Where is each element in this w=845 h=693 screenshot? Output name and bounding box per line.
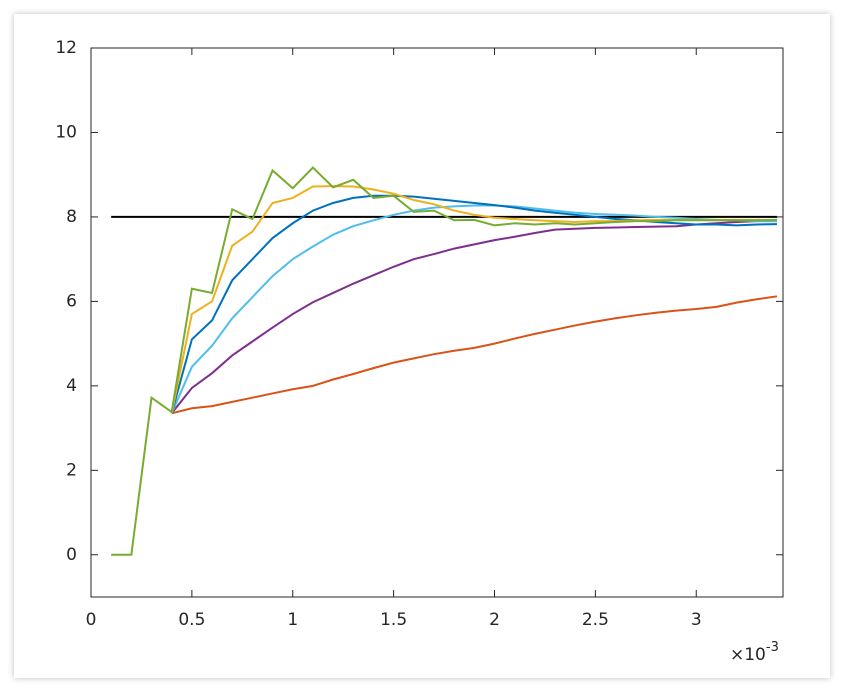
series-line [170,204,777,414]
axes-box [90,47,784,598]
x-tick-label: 1 [287,610,298,630]
x-tick-label: 1.5 [380,610,407,630]
x-multiplier: ×10-3 [730,640,779,666]
y-tick-label: 4 [66,376,77,396]
x-multiplier-base: ×10 [730,645,766,665]
y-tick-label: 8 [66,207,77,227]
y-tick-label: 10 [55,122,77,142]
x-tick-label: 3 [691,610,702,630]
x-tick-label: 0.5 [178,610,205,630]
y-tick-label: 6 [66,291,77,311]
x-multiplier-exponent: -3 [766,640,779,655]
series-line [111,166,777,556]
x-tick-label: 0 [86,610,97,630]
x-tick-label: 2.5 [582,610,609,630]
plot-area [91,48,783,597]
y-tick-label: 0 [66,545,77,565]
series-line [171,295,778,415]
y-tick-label: 2 [66,460,77,480]
series-line [170,220,777,414]
series-line [170,194,777,414]
y-tick-label: 12 [55,38,77,58]
x-tick-label: 2 [489,610,500,630]
